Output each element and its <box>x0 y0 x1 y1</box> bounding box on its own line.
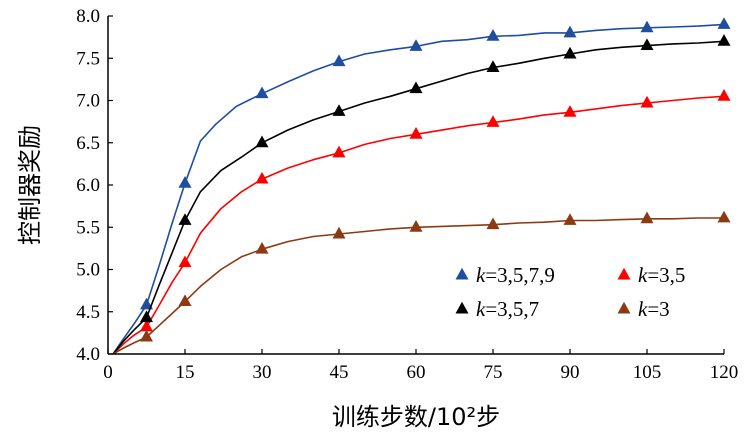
x-tick-label: 75 <box>484 362 503 383</box>
y-tick-label: 6.5 <box>76 133 100 154</box>
series-marker <box>563 46 577 59</box>
legend-marker <box>455 267 469 280</box>
legend-item: k=3,5,7 <box>455 297 539 321</box>
series-marker <box>640 211 654 224</box>
legend-marker <box>617 267 631 280</box>
series-line <box>112 217 724 355</box>
series-marker <box>717 34 731 46</box>
series-line <box>112 23 725 355</box>
x-tick-label: 30 <box>253 362 272 383</box>
legend-marker <box>617 301 631 314</box>
legend-item: k=3,5,7,9 <box>455 263 555 287</box>
x-ticks: 0 15 30 45 60 75 90 105 120 <box>103 349 738 383</box>
y-axis-title: 控制器奖励 <box>16 125 44 245</box>
series-1 <box>112 17 731 355</box>
series-3 <box>112 34 731 355</box>
y-tick-label: 5.0 <box>76 260 100 281</box>
series-marker <box>409 219 423 232</box>
series-marker <box>332 145 346 158</box>
series-marker <box>140 297 153 310</box>
y-tick-label: 6.0 <box>76 175 100 196</box>
x-tick-label: 15 <box>176 362 195 383</box>
y-tick-label: 5.5 <box>76 217 100 238</box>
series-marker <box>563 25 577 38</box>
series-marker <box>140 310 153 323</box>
series-marker <box>640 95 654 108</box>
series-marker <box>717 89 731 101</box>
series-line <box>112 95 725 355</box>
legend-label: k=3,5,7 <box>476 297 539 321</box>
series-4 <box>112 210 731 355</box>
series-marker <box>717 210 731 223</box>
x-tick-label: 90 <box>561 362 580 383</box>
y-tick-label: 4.5 <box>76 302 100 323</box>
series-marker <box>255 86 269 99</box>
series-marker <box>332 226 346 239</box>
y-tick-label: 7.0 <box>76 91 100 112</box>
series-marker <box>409 127 423 139</box>
x-axis-title: 训练步数/10²步 <box>332 403 500 431</box>
series-marker <box>178 176 192 188</box>
legend-marker <box>455 301 469 314</box>
series-marker <box>255 241 269 254</box>
y-tick-label: 8.0 <box>76 6 100 27</box>
x-tick-label: 60 <box>407 362 426 383</box>
series-marker <box>563 105 577 117</box>
legend-item: k=3,5 <box>617 263 685 287</box>
series-marker <box>640 38 654 51</box>
series-marker <box>140 319 153 332</box>
series-line <box>112 40 725 355</box>
legend-label: k=3 <box>638 297 670 321</box>
series-marker <box>255 171 269 184</box>
series-marker <box>409 81 423 94</box>
series-layer <box>112 17 731 355</box>
legend: k=3,5,7,9 k=3,5 k=3,5,7 k=3 <box>455 263 685 321</box>
series-marker <box>486 60 500 72</box>
series-marker <box>255 135 269 148</box>
series-marker <box>332 104 346 116</box>
legend-label: k=3,5,7,9 <box>476 263 555 287</box>
series-marker <box>486 115 500 127</box>
y-tick-label: 4.0 <box>76 344 100 365</box>
series-marker <box>486 29 500 41</box>
series-marker <box>409 39 423 51</box>
series-marker <box>178 255 192 268</box>
legend-item: k=3 <box>617 297 670 321</box>
y-ticks: 4.0 4.5 5.0 5.5 6.0 6.5 7.0 7.5 8.0 <box>76 6 113 365</box>
series-marker <box>178 213 192 225</box>
series-marker <box>178 294 192 307</box>
series-marker <box>486 217 500 230</box>
series-marker <box>563 213 577 225</box>
x-tick-label: 45 <box>330 362 349 383</box>
series-2 <box>112 89 731 355</box>
x-tick-label: 105 <box>633 362 662 383</box>
series-marker <box>332 54 346 67</box>
y-tick-label: 7.5 <box>76 48 100 69</box>
legend-label: k=3,5 <box>638 263 685 287</box>
series-marker <box>717 17 731 29</box>
x-tick-label: 0 <box>103 362 113 383</box>
series-marker <box>640 20 654 33</box>
series-marker <box>140 329 153 342</box>
x-tick-label: 120 <box>710 362 739 383</box>
